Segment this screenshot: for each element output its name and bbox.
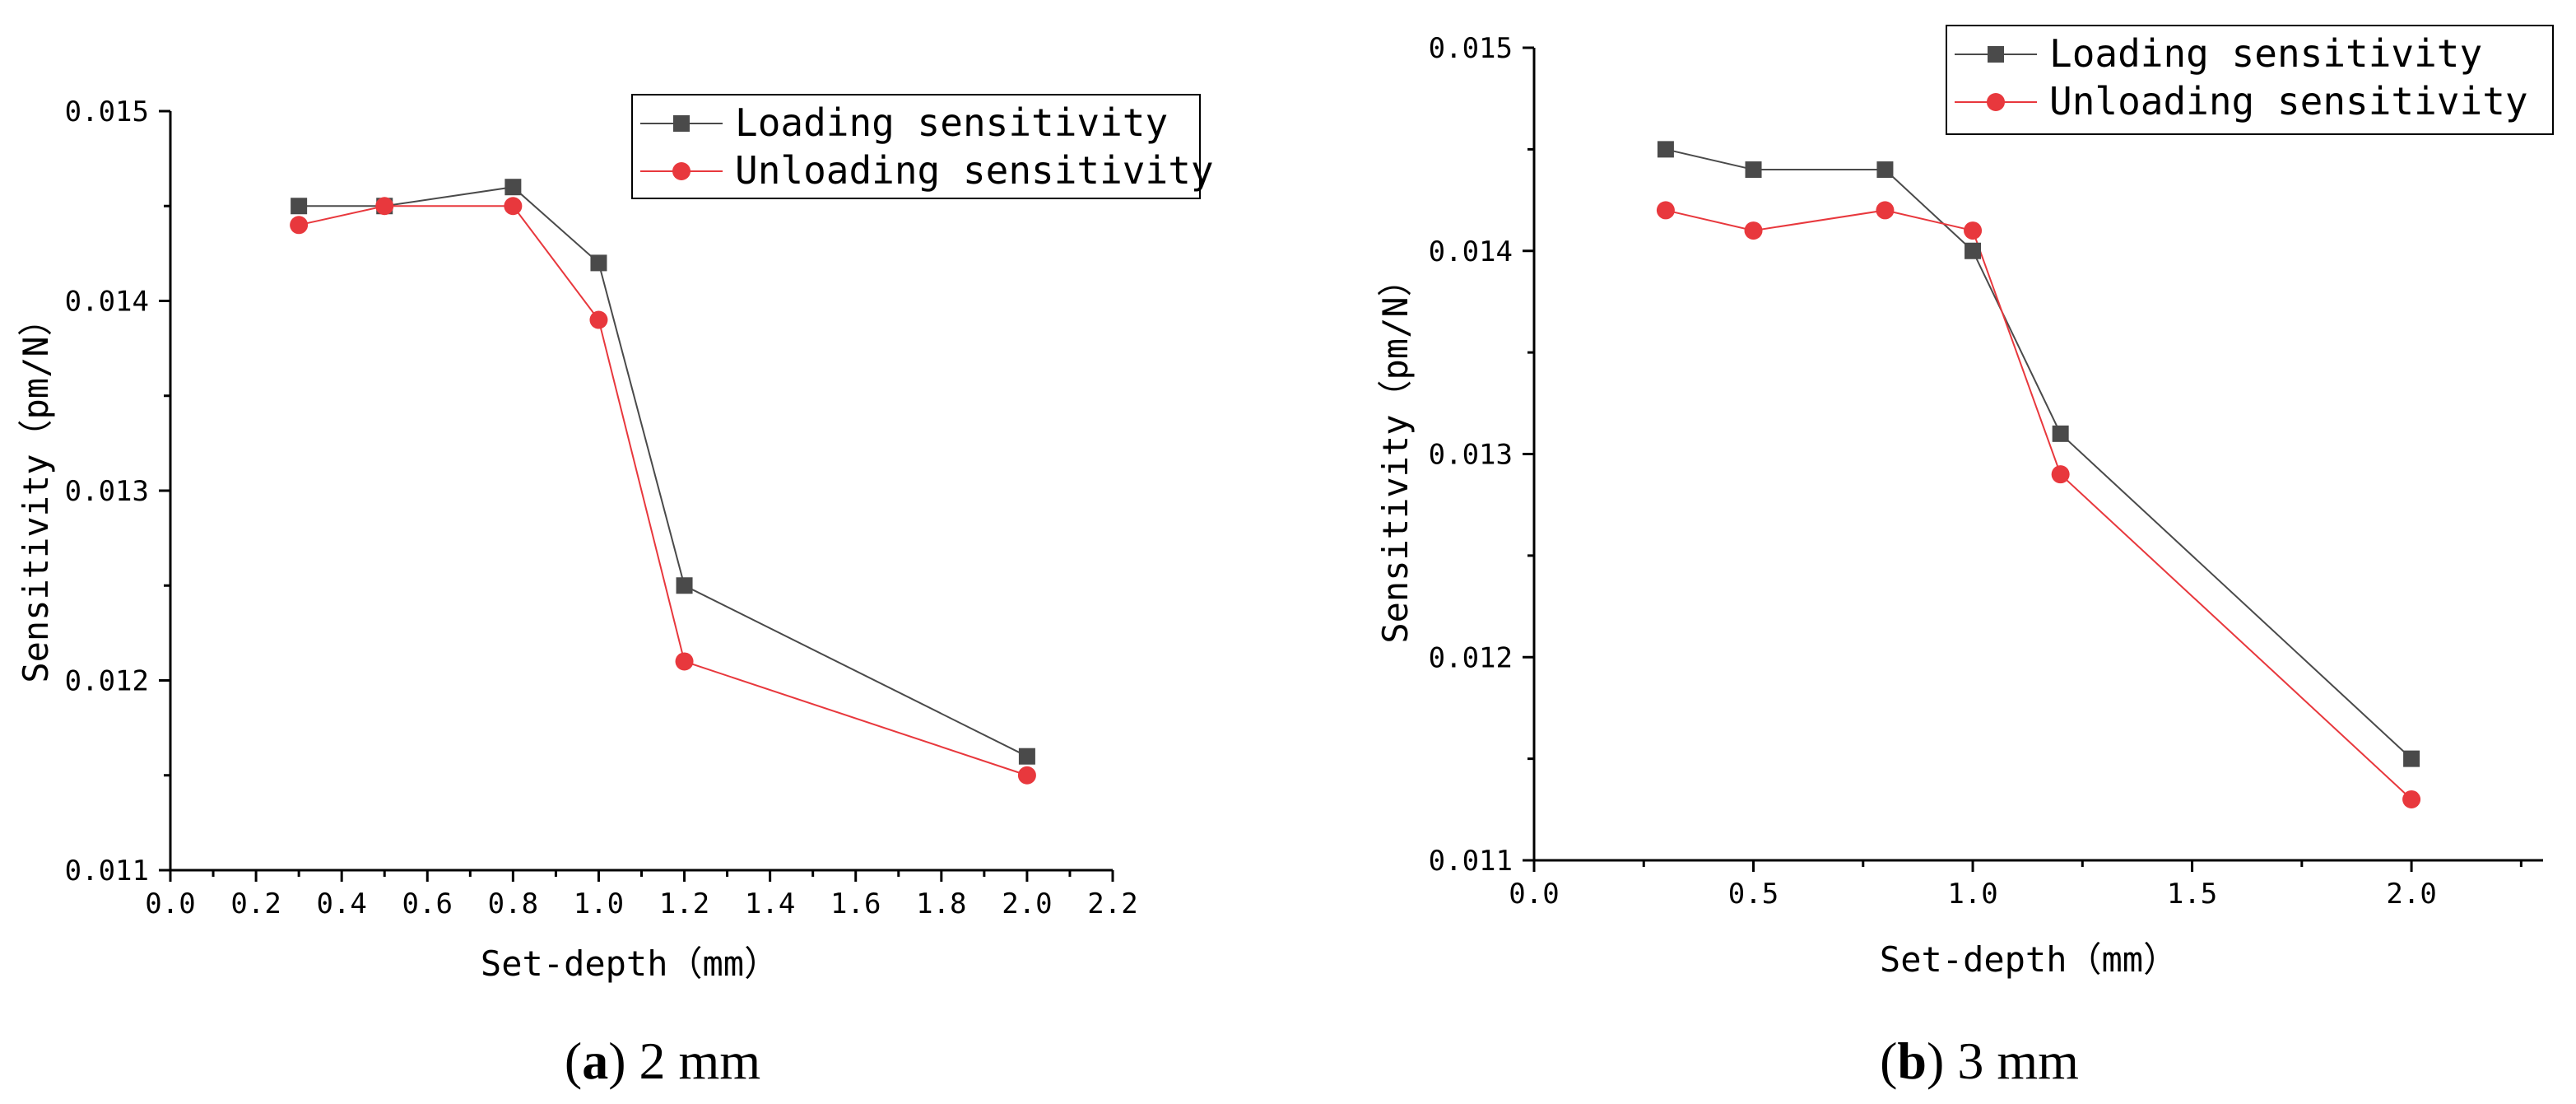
y-tick-label: 0.014 <box>65 286 149 319</box>
legend-marker-square <box>1988 46 2004 63</box>
y-tick-label: 0.011 <box>1429 845 1513 878</box>
data-point-loading <box>1876 161 1894 179</box>
y-tick-label: 0.011 <box>65 855 149 887</box>
caption-text: 3 mm <box>1957 1032 2079 1090</box>
legend-marker-square <box>673 115 690 132</box>
x-tick-label: 1.4 <box>745 887 795 920</box>
legend-label: Loading sensitivity <box>735 100 1168 145</box>
x-tick-label: 1.0 <box>574 887 624 920</box>
caption-text: 2 mm <box>639 1032 761 1090</box>
x-tick-label: 1.6 <box>830 887 881 920</box>
y-tick-label: 0.014 <box>1429 235 1513 268</box>
legend-label: Unloading sensitivity <box>2049 79 2528 123</box>
caption-label: a <box>582 1032 608 1090</box>
legend-box <box>631 94 1201 199</box>
x-tick-label: 2.0 <box>1002 887 1052 920</box>
data-point-unloading <box>1876 201 1895 220</box>
data-point-loading <box>1657 141 1674 158</box>
legend-marker-circle <box>1987 93 2005 111</box>
y-axis-title: Sensitivity（pm/N） <box>16 301 56 682</box>
data-point-unloading <box>1656 201 1675 220</box>
x-tick-label: 0.2 <box>230 887 281 920</box>
caption-label: b <box>1897 1032 1927 1090</box>
y-axis-title: Sensitivity（pm/N） <box>1375 262 1416 643</box>
x-tick-label: 0.8 <box>488 887 538 920</box>
x-tick-label: 0.6 <box>402 887 453 920</box>
legend-marker-circle <box>672 162 690 180</box>
series-line-loading <box>299 186 1028 757</box>
x-tick-label: 0.0 <box>145 887 195 920</box>
data-point-unloading <box>1744 221 1763 240</box>
y-tick-label: 0.013 <box>65 475 149 508</box>
data-point-loading <box>1745 161 1762 179</box>
chart-panel-a: Set-depth（mm） Sensitivity（pm/N） (a) 2 mm… <box>16 94 1214 1090</box>
series-line-loading <box>1665 148 2412 760</box>
data-point-loading <box>2403 750 2420 767</box>
x-tick-label: 1.0 <box>1947 878 1997 911</box>
data-point-unloading <box>375 197 394 216</box>
data-point-unloading <box>1964 221 1983 240</box>
x-tick-label: 0.0 <box>1509 878 1559 911</box>
data-point-unloading <box>675 652 694 671</box>
data-point-loading <box>291 198 308 215</box>
data-point-loading <box>590 254 607 272</box>
subfigure-caption: (a) 2 mm <box>565 1032 760 1090</box>
data-point-unloading <box>589 310 608 329</box>
data-point-unloading <box>504 197 523 216</box>
legend-label: Loading sensitivity <box>2049 31 2482 76</box>
legend-box <box>1946 25 2554 135</box>
x-tick-label: 2.0 <box>2386 878 2436 911</box>
x-tick-label: 0.5 <box>1728 878 1779 911</box>
data-point-loading <box>1965 242 1982 259</box>
x-tick-label: 1.5 <box>2167 878 2217 911</box>
x-axis-title: Set-depth（mm） <box>1880 939 2178 980</box>
y-tick-label: 0.012 <box>65 665 149 698</box>
chart-panel-b: Set-depth（mm） Sensitivity（pm/N） (b) 3 mm… <box>1375 25 2554 1090</box>
x-tick-label: 1.2 <box>659 887 709 920</box>
data-point-unloading <box>2051 465 2070 484</box>
y-tick-label: 0.012 <box>1429 641 1513 674</box>
series-line-unloading <box>1665 209 2412 800</box>
data-point-unloading <box>1017 766 1036 785</box>
x-tick-label: 1.8 <box>916 887 966 920</box>
data-point-loading <box>1018 748 1035 765</box>
data-point-loading <box>505 179 522 196</box>
x-tick-label: 0.4 <box>316 887 366 920</box>
x-axis-title: Set-depth（mm） <box>481 943 779 984</box>
x-tick-label: 2.2 <box>1087 887 1137 920</box>
data-point-unloading <box>290 216 309 235</box>
subfigure-caption: (b) 3 mm <box>1880 1032 2079 1090</box>
data-point-loading <box>676 577 693 594</box>
y-tick-label: 0.013 <box>1429 439 1513 472</box>
y-tick-label: 0.015 <box>1429 32 1513 65</box>
y-tick-label: 0.015 <box>65 95 149 128</box>
data-point-unloading <box>2402 790 2421 808</box>
series-line-unloading <box>298 205 1028 776</box>
legend-label: Unloading sensitivity <box>735 148 1214 193</box>
data-point-loading <box>2052 425 2069 442</box>
